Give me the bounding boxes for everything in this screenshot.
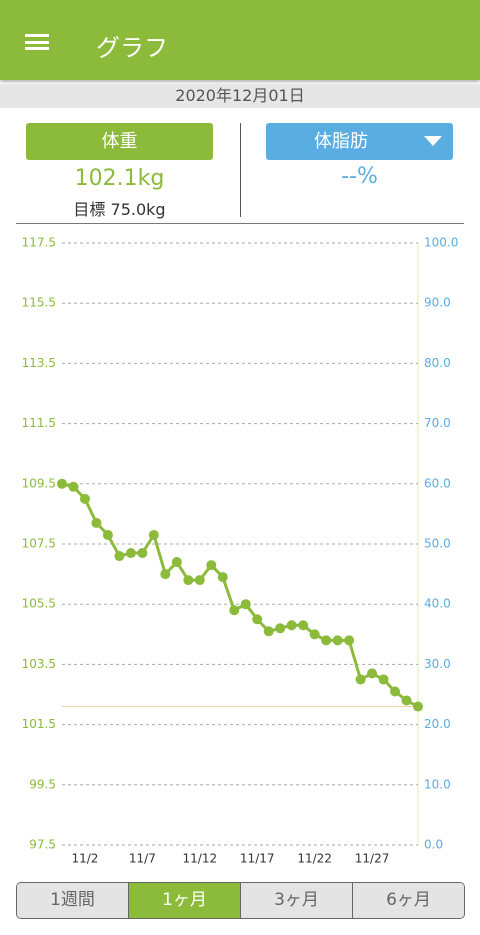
point xyxy=(413,701,423,712)
point xyxy=(194,575,205,586)
point xyxy=(367,668,378,679)
divider xyxy=(240,123,241,217)
y2-tick-label: 50.0 xyxy=(424,537,451,551)
y2-tick-label: 0.0 xyxy=(424,838,443,852)
y2-tick-label: 90.0 xyxy=(424,296,451,310)
range-tab[interactable]: 1週間 xyxy=(17,883,128,918)
point xyxy=(160,569,171,580)
point xyxy=(263,626,274,637)
y2-tick-label: 30.0 xyxy=(424,657,451,671)
y2-tick-label: 70.0 xyxy=(424,416,451,430)
weight-line xyxy=(61,482,419,708)
y2-tick-label: 20.0 xyxy=(424,717,451,731)
weight-button[interactable]: 体重 xyxy=(26,123,213,160)
x-tick-label: 11/7 xyxy=(129,852,156,866)
y-tick-label: 109.5 xyxy=(22,476,56,490)
point xyxy=(332,635,343,646)
menu-icon[interactable] xyxy=(25,34,49,50)
separator xyxy=(16,223,464,224)
x-tick-label: 11/12 xyxy=(183,852,218,866)
point xyxy=(240,599,251,610)
app-bar: グラフ xyxy=(0,0,480,80)
point xyxy=(401,695,412,706)
y-tick-label: 99.5 xyxy=(29,777,56,791)
x-tick-label: 11/22 xyxy=(297,852,332,866)
point xyxy=(114,551,125,562)
point xyxy=(183,575,194,586)
point xyxy=(229,605,240,616)
dropdown-icon xyxy=(424,136,442,146)
point xyxy=(125,548,136,559)
y-tick-label: 115.5 xyxy=(22,296,56,310)
y2-tick-label: 10.0 xyxy=(424,777,451,791)
point xyxy=(79,493,90,504)
y-tick-label: 101.5 xyxy=(22,717,56,731)
y2-tick-label: 100.0 xyxy=(424,236,458,250)
point xyxy=(252,614,263,625)
point xyxy=(344,635,355,646)
point xyxy=(57,478,67,489)
point xyxy=(390,686,401,697)
point xyxy=(321,635,332,646)
date-bar: 2020年12月01日 xyxy=(0,84,480,108)
app-title: グラフ xyxy=(96,34,168,62)
weight-target: 目標 75.0kg xyxy=(73,200,166,219)
y-tick-label: 117.5 xyxy=(22,236,56,250)
point xyxy=(171,557,182,568)
y-tick-label: 113.5 xyxy=(22,356,56,370)
x-tick-label: 11/17 xyxy=(240,852,275,866)
point xyxy=(91,517,102,528)
range-tabs: 1週間 1ヶ月 3ヶ月 6ヶ月 xyxy=(16,882,465,919)
point xyxy=(206,560,217,571)
point xyxy=(137,548,148,559)
y-tick-label: 111.5 xyxy=(22,416,56,430)
y-tick-label: 107.5 xyxy=(22,537,56,551)
x-tick-label: 11/2 xyxy=(71,852,98,866)
y2-tick-label: 40.0 xyxy=(424,597,451,611)
point xyxy=(298,620,309,631)
y2-tick-label: 60.0 xyxy=(424,476,451,490)
chart: 97.5 99.5 101.5 103.5 105.5 107.5 109.5 111.5 11… xyxy=(22,236,459,866)
y-tick-label: 103.5 xyxy=(22,657,56,671)
range-tab[interactable]: 1ヶ月 xyxy=(128,883,240,918)
y2-tick-label: 80.0 xyxy=(424,356,451,370)
point xyxy=(309,629,320,640)
point xyxy=(68,481,79,492)
point xyxy=(102,529,113,540)
point xyxy=(148,529,159,540)
range-tab[interactable]: 3ヶ月 xyxy=(240,883,352,918)
fat-button[interactable]: 体脂肪 xyxy=(266,123,453,160)
y-tick-label: 105.5 xyxy=(22,597,56,611)
point xyxy=(217,572,228,583)
weight-value: 102.1kg xyxy=(74,166,165,191)
y-tick-label: 97.5 xyxy=(29,838,56,852)
fat-button-label: 体脂肪 xyxy=(314,131,368,152)
range-tab[interactable]: 6ヶ月 xyxy=(352,883,464,918)
point xyxy=(378,674,389,685)
point xyxy=(275,623,286,634)
x-tick-label: 11/27 xyxy=(355,852,390,866)
point xyxy=(355,674,366,685)
point xyxy=(286,620,297,631)
fat-value: --% xyxy=(341,164,378,189)
